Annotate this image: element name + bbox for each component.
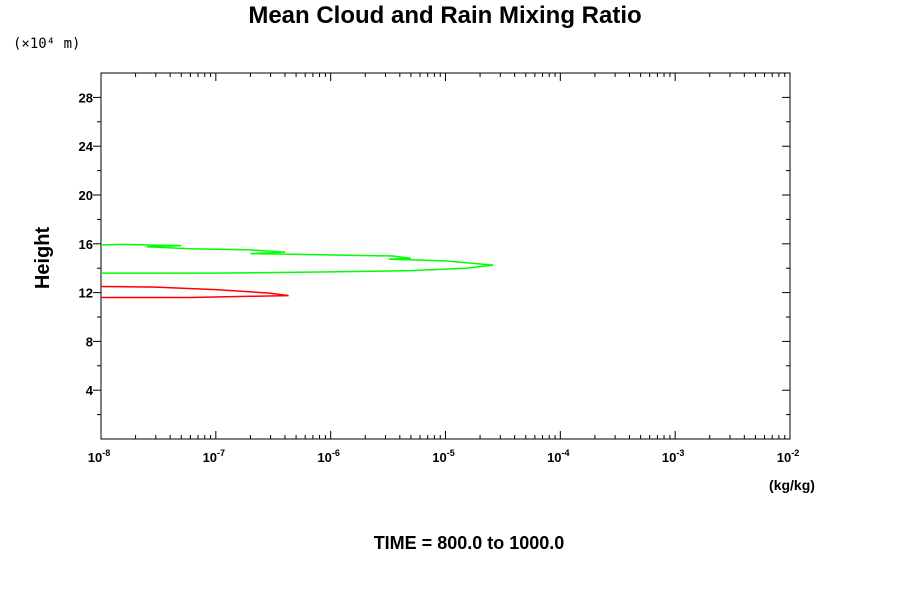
y-tick-label: 8 xyxy=(86,334,93,349)
series-line-2 xyxy=(100,285,289,299)
x-tick-label: 10-6 xyxy=(317,448,339,465)
y-tick-labels: 4 8 12 16 20 24 28 xyxy=(79,90,94,398)
y-tick-label: 4 xyxy=(86,383,94,398)
plot-frame xyxy=(100,72,791,440)
axis-ticks xyxy=(93,73,790,439)
x-tick-labels: 10-8 10-7 10-6 10-5 10-4 10-3 10-2 xyxy=(88,448,799,465)
x-tick-label: 10-2 xyxy=(777,448,799,465)
y-tick-label: 24 xyxy=(79,139,94,154)
x-tick-label: 10-8 xyxy=(88,448,110,465)
x-tick-label: 10-5 xyxy=(432,448,454,465)
series-lines xyxy=(100,243,494,299)
x-tick-label: 10-3 xyxy=(662,448,684,465)
series-line-1 xyxy=(100,243,494,274)
x-tick-label: 10-4 xyxy=(547,448,569,465)
y-axis-label: Height xyxy=(32,227,54,290)
time-range-label: TIME = 800.0 to 1000.0 xyxy=(374,533,565,553)
x-axis-unit: (kg/kg) xyxy=(769,477,815,493)
y-tick-label: 12 xyxy=(79,286,93,301)
y-tick-label: 28 xyxy=(79,90,93,105)
y-tick-label: 20 xyxy=(79,188,93,203)
chart-title: Mean Cloud and Rain Mixing Ratio xyxy=(248,2,641,29)
y-tick-label: 16 xyxy=(79,237,93,252)
y-axis-unit: (×10⁴ m) xyxy=(13,36,80,52)
x-tick-label: 10-7 xyxy=(203,448,225,465)
